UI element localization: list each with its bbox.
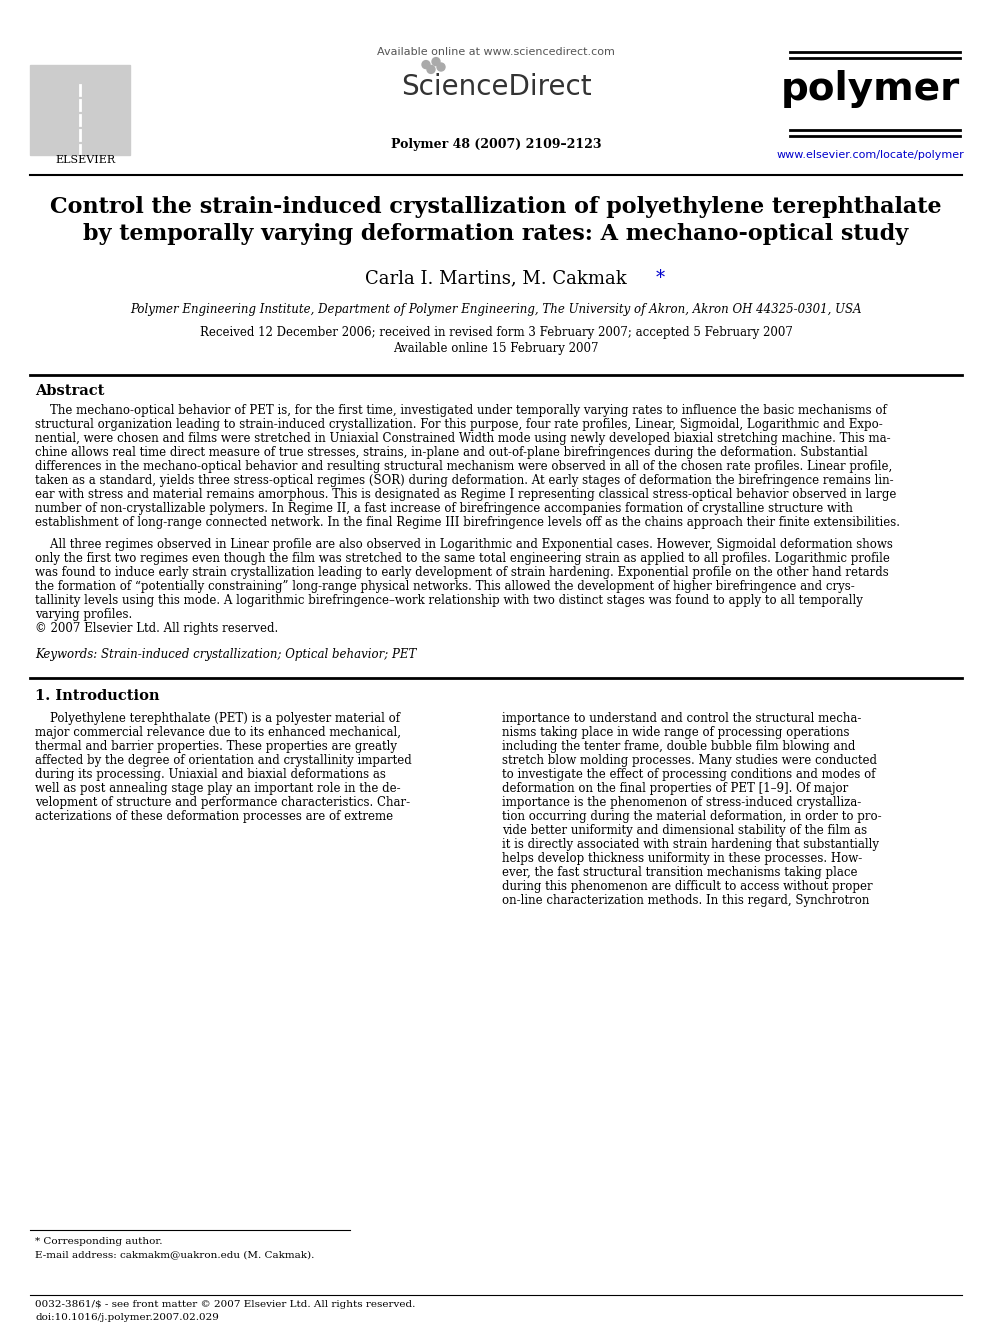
Text: Available online at www.sciencedirect.com: Available online at www.sciencedirect.co… [377, 48, 615, 57]
Circle shape [427, 65, 435, 73]
Text: nential, were chosen and films were stretched in Uniaxial Constrained Width mode: nential, were chosen and films were stre… [35, 433, 891, 445]
Text: thermal and barrier properties. These properties are greatly: thermal and barrier properties. These pr… [35, 740, 397, 753]
Text: Polyethylene terephthalate (PET) is a polyester material of: Polyethylene terephthalate (PET) is a po… [35, 712, 400, 725]
Text: importance is the phenomenon of stress-induced crystalliza-: importance is the phenomenon of stress-i… [502, 796, 861, 808]
Text: number of non-crystallizable polymers. In Regime II, a fast increase of birefrin: number of non-crystallizable polymers. I… [35, 501, 853, 515]
Text: Polymer 48 (2007) 2109–2123: Polymer 48 (2007) 2109–2123 [391, 138, 601, 151]
Text: affected by the degree of orientation and crystallinity imparted: affected by the degree of orientation an… [35, 754, 412, 767]
Text: Available online 15 February 2007: Available online 15 February 2007 [393, 343, 599, 355]
Text: ELSEVIER: ELSEVIER [55, 155, 115, 165]
Text: acterizations of these deformation processes are of extreme: acterizations of these deformation proce… [35, 810, 393, 823]
Text: importance to understand and control the structural mecha-: importance to understand and control the… [502, 712, 861, 725]
Text: by temporally varying deformation rates: A mechano-optical study: by temporally varying deformation rates:… [83, 224, 909, 245]
Circle shape [437, 64, 445, 71]
FancyBboxPatch shape [30, 65, 130, 155]
Text: differences in the mechano-optical behavior and resulting structural mechanism w: differences in the mechano-optical behav… [35, 460, 892, 474]
Text: chine allows real time direct measure of true stresses, strains, in-plane and ou: chine allows real time direct measure of… [35, 446, 868, 459]
Text: © 2007 Elsevier Ltd. All rights reserved.: © 2007 Elsevier Ltd. All rights reserved… [35, 622, 278, 635]
Text: 0032-3861/$ - see front matter © 2007 Elsevier Ltd. All rights reserved.: 0032-3861/$ - see front matter © 2007 El… [35, 1301, 416, 1308]
Text: E-mail address: cakmakm@uakron.edu (M. Cakmak).: E-mail address: cakmakm@uakron.edu (M. C… [35, 1250, 314, 1259]
Text: structural organization leading to strain-induced crystallization. For this purp: structural organization leading to strai… [35, 418, 883, 431]
Text: polymer: polymer [781, 70, 959, 108]
Text: nisms taking place in wide range of processing operations: nisms taking place in wide range of proc… [502, 726, 849, 740]
Text: was found to induce early strain crystallization leading to early development of: was found to induce early strain crystal… [35, 566, 889, 579]
Text: ever, the fast structural transition mechanisms taking place: ever, the fast structural transition mec… [502, 867, 857, 878]
Text: Polymer Engineering Institute, Department of Polymer Engineering, The University: Polymer Engineering Institute, Departmen… [130, 303, 862, 316]
Text: well as post annealing stage play an important role in the de-: well as post annealing stage play an imp… [35, 782, 401, 795]
Text: Control the strain-induced crystallization of polyethylene terephthalate: Control the strain-induced crystallizati… [51, 196, 941, 218]
Text: The mechano-optical behavior of PET is, for the first time, investigated under t: The mechano-optical behavior of PET is, … [35, 404, 887, 417]
Text: on-line characterization methods. In this regard, Synchrotron: on-line characterization methods. In thi… [502, 894, 869, 908]
Text: only the first two regimes even though the film was stretched to the same total : only the first two regimes even though t… [35, 552, 890, 565]
Text: *: * [656, 269, 665, 287]
Text: major commercial relevance due to its enhanced mechanical,: major commercial relevance due to its en… [35, 726, 401, 740]
Text: All three regimes observed in Linear profile are also observed in Logarithmic an: All three regimes observed in Linear pro… [35, 538, 893, 550]
Text: vide better uniformity and dimensional stability of the film as: vide better uniformity and dimensional s… [502, 824, 867, 837]
Text: tallinity levels using this mode. A logarithmic birefringence–work relationship : tallinity levels using this mode. A loga… [35, 594, 863, 607]
Text: the formation of “potentially constraining” long-range physical networks. This a: the formation of “potentially constraini… [35, 579, 855, 593]
Text: taken as a standard, yields three stress-optical regimes (SOR) during deformatio: taken as a standard, yields three stress… [35, 474, 894, 487]
Text: deformation on the final properties of PET [1–9]. Of major: deformation on the final properties of P… [502, 782, 848, 795]
Text: it is directly associated with strain hardening that substantially: it is directly associated with strain ha… [502, 837, 879, 851]
Text: * Corresponding author.: * Corresponding author. [35, 1237, 163, 1246]
Circle shape [422, 61, 430, 69]
Text: stretch blow molding processes. Many studies were conducted: stretch blow molding processes. Many stu… [502, 754, 877, 767]
Text: Keywords: Strain-induced crystallization; Optical behavior; PET: Keywords: Strain-induced crystallization… [35, 648, 417, 662]
Text: 1. Introduction: 1. Introduction [35, 689, 160, 703]
Text: during its processing. Uniaxial and biaxial deformations as: during its processing. Uniaxial and biax… [35, 767, 386, 781]
Text: during this phenomenon are difficult to access without proper: during this phenomenon are difficult to … [502, 880, 873, 893]
Text: www.elsevier.com/locate/polymer: www.elsevier.com/locate/polymer [776, 149, 964, 160]
Text: to investigate the effect of processing conditions and modes of: to investigate the effect of processing … [502, 767, 876, 781]
Text: Carla I. Martins, M. Cakmak: Carla I. Martins, M. Cakmak [365, 269, 627, 287]
Text: Abstract: Abstract [35, 384, 104, 398]
Text: varying profiles.: varying profiles. [35, 609, 132, 620]
Text: ear with stress and material remains amorphous. This is designated as Regime I r: ear with stress and material remains amo… [35, 488, 897, 501]
Text: establishment of long-range connected network. In the final Regime III birefring: establishment of long-range connected ne… [35, 516, 900, 529]
Text: tion occurring during the material deformation, in order to pro-: tion occurring during the material defor… [502, 810, 882, 823]
Text: doi:10.1016/j.polymer.2007.02.029: doi:10.1016/j.polymer.2007.02.029 [35, 1312, 219, 1322]
Text: ScienceDirect: ScienceDirect [401, 73, 591, 101]
Text: including the tenter frame, double bubble film blowing and: including the tenter frame, double bubbl… [502, 740, 855, 753]
Text: Received 12 December 2006; received in revised form 3 February 2007; accepted 5 : Received 12 December 2006; received in r… [199, 325, 793, 339]
Text: helps develop thickness uniformity in these processes. How-: helps develop thickness uniformity in th… [502, 852, 862, 865]
Text: velopment of structure and performance characteristics. Char-: velopment of structure and performance c… [35, 796, 410, 808]
Circle shape [432, 58, 440, 66]
